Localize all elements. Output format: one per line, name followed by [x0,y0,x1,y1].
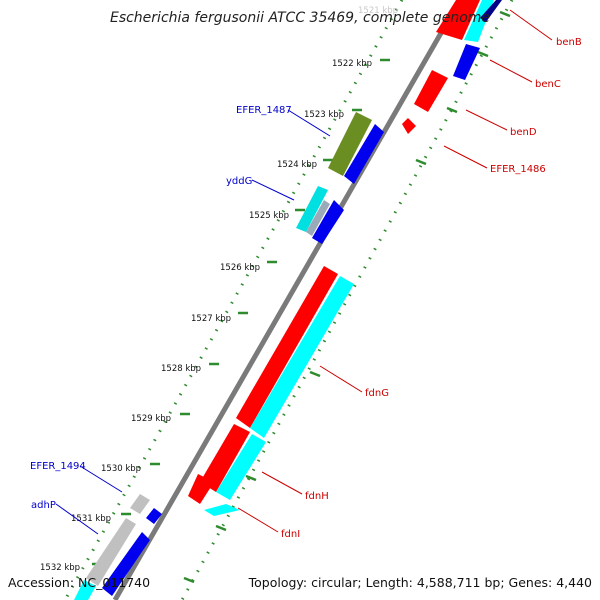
label-benC: benC [535,79,561,90]
label-fdnI: fdnI [281,529,300,540]
gene-benA[interactable] [480,0,502,22]
label-benB: benB [556,37,582,48]
gene-features [74,0,502,600]
gene-EFER-1487-b[interactable] [344,124,384,184]
gene-EFER-1494-b[interactable] [146,508,162,524]
red-leader-lines [237,9,553,533]
tick-label-1525: 1525 kbp [249,211,289,221]
tick-label-1529: 1529 kbp [131,414,171,424]
topology-text: Topology: circular; Length: 4,588,711 bp… [248,575,592,590]
label-fdnH: fdnH [305,491,329,502]
genome-backbone [112,0,463,600]
label-EFER-1494: EFER_1494 [30,461,86,472]
accession-text: Accession: NC_011740 [8,575,151,590]
label-yddG: yddG [226,176,252,187]
tick-label-1524: 1524 kbp [277,160,317,170]
tick-label-1522: 1522 kbp [332,59,372,69]
label-EFER-1486: EFER_1486 [490,164,546,175]
tick-label-1532: 1532 kbp [40,563,80,573]
gene-fdnI-cyan[interactable] [204,504,240,516]
gene-yddG-grey[interactable] [306,200,330,236]
gene-fdnH-cyan[interactable] [216,434,266,500]
genome-title: Escherichia fergusonii ATCC 35469, compl… [109,10,491,26]
label-fdnG: fdnG [365,388,389,399]
gene-fdnG[interactable] [236,266,338,428]
label-adhP: adhP [31,500,56,511]
blue-leader-lines [55,109,331,535]
gene-benD[interactable] [414,70,448,112]
gene-EFER-1494[interactable] [130,494,150,514]
gene-benB[interactable] [436,0,480,40]
gene-fdnG-cyan[interactable] [250,276,354,438]
label-benD: benD [510,127,537,138]
blue-gene-labels: EFER_1487 yddG EFER_1494 adhP [30,105,292,511]
tick-label-1528: 1528 kbp [161,364,201,374]
kbp-tick-labels: 1521 kbp 1522 kbp 1523 kbp 1524 kbp 1525… [40,6,398,573]
tick-label-1530: 1530 kbp [101,464,141,474]
tick-label-1527: 1527 kbp [191,314,231,324]
red-gene-labels: benB benC benD EFER_1486 fdnG fdnH fdnI [281,37,582,540]
gene-benB-cyan[interactable] [464,0,494,42]
gene-fdnH[interactable] [200,424,250,492]
tick-label-1531: 1531 kbp [71,514,111,524]
tick-label-1523: 1523 kbp [304,110,344,120]
tick-label-1526: 1526 kbp [220,263,260,273]
gene-EFER-1487[interactable] [328,112,372,176]
gene-adhP-b[interactable] [102,532,150,596]
tick-marks [92,10,511,584]
tick-label-1521: 1521 kbp [358,6,398,16]
gene-benC[interactable] [453,44,480,80]
gene-EFER-1486[interactable] [402,118,416,134]
gene-yddG[interactable] [296,186,328,232]
label-EFER-1487: EFER_1487 [236,105,292,116]
gene-adhP[interactable] [86,518,136,586]
gene-fdnI[interactable] [188,474,214,504]
gene-yddG-b[interactable] [312,200,344,244]
gene-adhP-cyan[interactable] [74,580,96,600]
